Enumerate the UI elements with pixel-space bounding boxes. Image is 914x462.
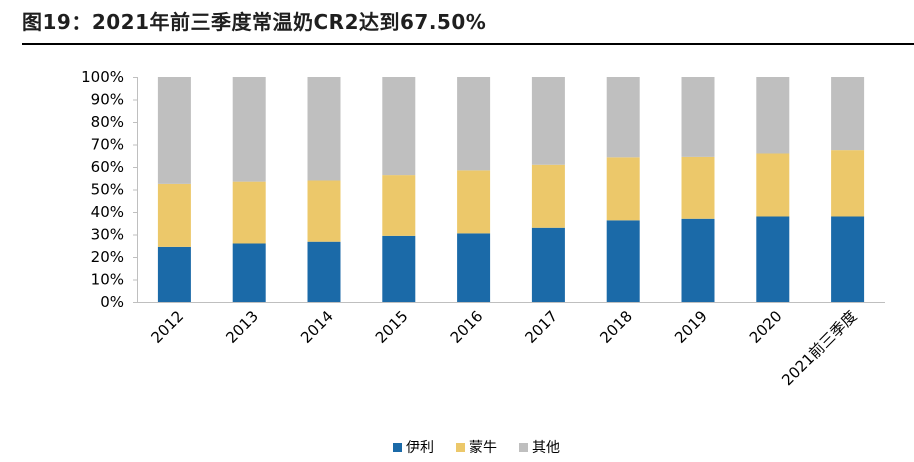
y-tick-label: 90% — [91, 91, 124, 109]
legend-swatch — [519, 443, 528, 452]
y-tick-label: 80% — [91, 113, 124, 131]
bar-segment-伊利 — [307, 241, 341, 302]
bar-segment-伊利 — [831, 216, 865, 302]
bars-group — [157, 77, 865, 302]
bar-segment-其他 — [531, 77, 565, 165]
chart-title: 图19：2021年前三季度常温奶CR2达到67.50% — [22, 10, 487, 34]
y-tick-label: 60% — [91, 158, 124, 176]
y-tick-label: 0% — [100, 293, 124, 311]
x-tick-label: 2016 — [447, 307, 487, 347]
bar-segment-蒙牛 — [157, 183, 191, 247]
x-tick-label: 2014 — [297, 307, 337, 347]
y-tick-label: 30% — [91, 226, 124, 244]
bar-segment-其他 — [232, 77, 266, 182]
bar-segment-其他 — [157, 77, 191, 184]
title-divider — [22, 43, 914, 45]
x-tick-label: 2017 — [521, 307, 561, 347]
x-tick-labels: 2012 2013 2014 2015 2016 2017 2018 2019 20202021… — [147, 307, 860, 389]
x-tick-label: 2015 — [372, 307, 412, 347]
bar-segment-伊利 — [382, 235, 416, 302]
y-tick-labels: 0% 10% 20% 30% 40% 50% 60% 70% 80% 90% 100% — [81, 68, 137, 311]
y-tick-label: 20% — [91, 248, 124, 266]
bar-segment-其他 — [457, 77, 491, 171]
bar-segment-其他 — [307, 77, 341, 181]
y-tick-label: 100% — [81, 68, 124, 86]
bar-segment-其他 — [382, 77, 416, 176]
y-tick-label: 70% — [91, 136, 124, 154]
x-tick-label: 2018 — [596, 307, 636, 347]
x-tick-label: 2020 — [746, 307, 786, 347]
bar-segment-伊利 — [157, 246, 191, 302]
bar-segment-蒙牛 — [382, 175, 416, 236]
bar-segment-伊利 — [232, 243, 266, 302]
bar-segment-蒙牛 — [606, 157, 640, 221]
x-tick-label: 2013 — [222, 307, 262, 347]
bar-segment-蒙牛 — [307, 180, 341, 242]
bar-segment-伊利 — [756, 216, 790, 302]
legend-label: 伊利 — [406, 440, 434, 456]
bar-segment-蒙牛 — [232, 181, 266, 244]
bar-segment-其他 — [606, 77, 640, 158]
legend-label: 其他 — [532, 440, 560, 456]
bar-segment-伊利 — [457, 233, 491, 302]
x-tick-label: 2021前三季度 — [778, 307, 860, 389]
legend-label: 蒙牛 — [469, 440, 497, 456]
x-tick-label: 2012 — [147, 307, 187, 347]
bar-segment-蒙牛 — [531, 164, 565, 228]
bar-segment-其他 — [831, 77, 865, 151]
bar-segment-蒙牛 — [681, 156, 715, 219]
bar-segment-其他 — [756, 77, 790, 154]
y-tick-label: 10% — [91, 271, 124, 289]
legend-swatch — [456, 443, 465, 452]
bar-segment-伊利 — [681, 218, 715, 302]
bar-segment-伊利 — [606, 220, 640, 302]
y-tick-label: 40% — [91, 203, 124, 221]
legend: 伊利 蒙牛 其他 — [393, 440, 560, 456]
legend-swatch — [393, 443, 402, 452]
bar-segment-伊利 — [531, 227, 565, 302]
bar-segment-蒙牛 — [457, 170, 491, 234]
x-tick-label: 2019 — [671, 307, 711, 347]
bar-segment-蒙牛 — [831, 150, 865, 217]
y-tick-label: 50% — [91, 181, 124, 199]
bar-segment-蒙牛 — [756, 153, 790, 217]
bar-segment-其他 — [681, 77, 715, 157]
